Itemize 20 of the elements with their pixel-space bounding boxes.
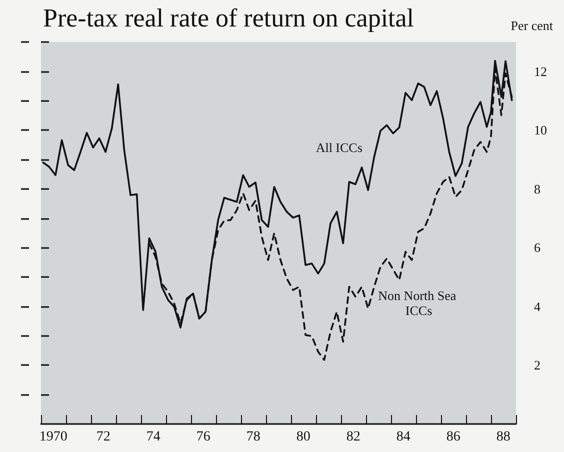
y-tick-label: 4 xyxy=(534,298,541,314)
y-tick-label: 10 xyxy=(534,122,547,138)
series-label: All ICCs xyxy=(316,140,362,155)
series-label: Non North Sea ICCs xyxy=(378,288,460,318)
x-tick-label: 76 xyxy=(196,430,210,444)
y-tick-label: 6 xyxy=(534,240,541,256)
x-tick-label: 80 xyxy=(296,430,310,444)
x-tick-label: 86 xyxy=(446,430,460,444)
x-tick-label: 74 xyxy=(146,430,160,444)
y-axis-title: Per cent xyxy=(510,18,554,33)
chart-title: Pre-tax real rate of return on capital xyxy=(43,4,414,32)
x-tick-label: 84 xyxy=(396,430,410,444)
x-tick-label: 72 xyxy=(96,430,110,444)
y-tick-label: 2 xyxy=(534,358,540,373)
x-tick-label: 78 xyxy=(246,430,260,444)
y-tick-label: 8 xyxy=(534,181,540,196)
y-tick-label: 12 xyxy=(534,64,547,79)
x-tick-label: 1970 xyxy=(39,430,68,444)
x-tick-label: 82 xyxy=(346,430,360,444)
x-tick-label: 88 xyxy=(496,430,510,444)
